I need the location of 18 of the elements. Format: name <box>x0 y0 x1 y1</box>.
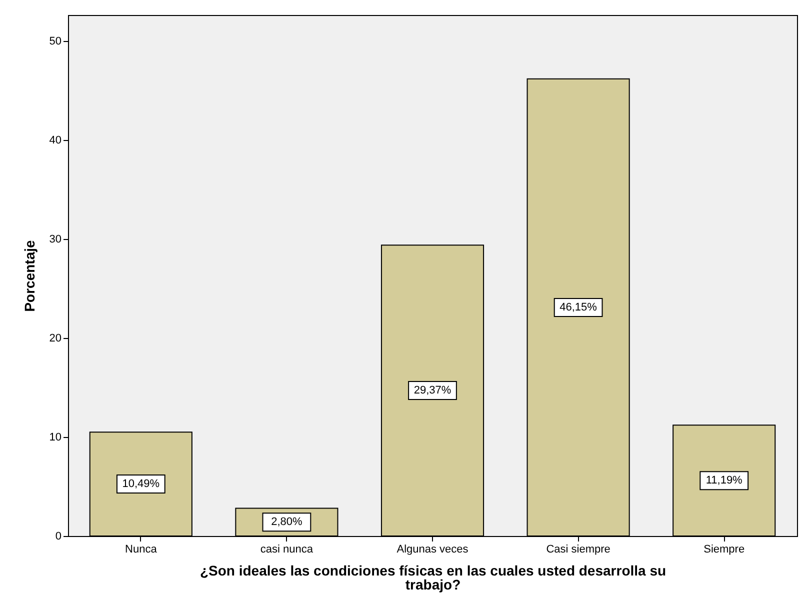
data-label: 11,19% <box>706 474 743 487</box>
y-tick-label: 50 <box>49 35 62 48</box>
y-tick-label: 40 <box>49 134 62 146</box>
y-tick-label: 20 <box>49 332 62 344</box>
x-tick-label: Algunas veces <box>396 544 469 556</box>
x-tick-label: Nunca <box>125 544 158 556</box>
data-label: 46,15% <box>560 301 598 314</box>
x-tick-label: Siempre <box>704 544 745 556</box>
data-label: 10,49% <box>122 478 160 490</box>
x-axis-title: ¿Son ideales las condiciones físicas en las cuales usted desarrolla su trabajo? <box>200 562 666 592</box>
y-tick-label: 0 <box>55 530 62 542</box>
y-tick-label: 30 <box>49 233 62 246</box>
x-tick-label: casi nunca <box>260 544 314 556</box>
y-axis-title: Porcentaje <box>21 240 38 312</box>
data-label: 29,37% <box>414 384 452 397</box>
data-label: 2,80% <box>271 516 303 528</box>
x-tick-label: Casi siempre <box>546 544 610 556</box>
y-tick-label: 10 <box>49 431 62 444</box>
